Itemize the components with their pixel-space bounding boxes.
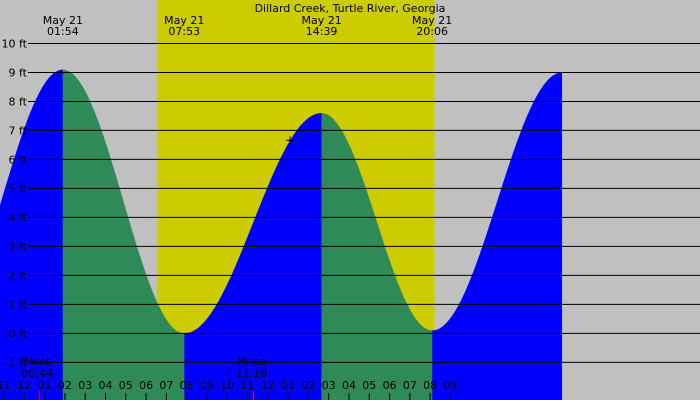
moon-event-label: Mset: [24, 355, 51, 368]
moon-event-time: 11:18: [236, 367, 268, 380]
x-tick-label: 09: [200, 379, 214, 392]
x-tick-label: 05: [119, 379, 133, 392]
rising-tide-segment: [184, 113, 322, 400]
extreme-date-label: May 21: [164, 14, 204, 27]
x-axis-ticks: 11 12 01 02 03 04 05 06 07 08 09 10 11 12 01 02 03 04 05 06…: [0, 379, 457, 400]
y-axis-labels: 10 ft 9 ft 8 ft 7 ft 6 ft 5 ft 4 ft 3 ft 2 ft 1 f…: [2, 37, 28, 369]
y-tick-label: 6 ft: [9, 153, 28, 166]
x-tick-label: 10: [220, 379, 234, 392]
x-tick-label: 02: [301, 379, 315, 392]
x-tick-label: 05: [362, 379, 376, 392]
current-time-crosshair: [286, 136, 295, 145]
x-tick-label: 12: [261, 379, 275, 392]
extreme-date-label: May 21: [43, 14, 83, 27]
x-tick-label: 06: [139, 379, 153, 392]
current-time-marker: [286, 136, 295, 145]
rising-tide-segment: [0, 69, 63, 400]
rising-tide-segment: [432, 72, 563, 400]
x-tick-label: 08: [423, 379, 437, 392]
extreme-time-label: 20:06: [416, 25, 448, 38]
y-tick-label: 10 ft: [2, 37, 28, 50]
extreme-time-label: 07:53: [168, 25, 200, 38]
extreme-time-label: 01:54: [47, 25, 79, 38]
falling-tide-segment: [321, 113, 433, 400]
extreme-date-label: May 21: [301, 14, 341, 27]
chart-title: Dillard Creek, Turtle River, Georgia: [255, 2, 446, 15]
y-tick-label: 4 ft: [9, 211, 28, 224]
x-tick-label: 09: [443, 379, 457, 392]
y-tick-label: 2 ft: [9, 269, 28, 282]
x-tick-label: 08: [180, 379, 194, 392]
y-tick-label: 1 ft: [9, 298, 28, 311]
tide-area: [0, 69, 563, 400]
x-tick-label: 01: [38, 379, 52, 392]
x-tick-label: 04: [99, 379, 113, 392]
x-tick-label: 12: [17, 379, 31, 392]
x-tick-label: 07: [403, 379, 417, 392]
gridlines: [28, 42, 700, 363]
extreme-date-label: May 21: [412, 14, 452, 27]
y-tick-label: 5 ft: [9, 182, 28, 195]
x-tick-label: 06: [383, 379, 397, 392]
y-tick-label: 0 ft: [9, 327, 28, 340]
y-tick-label: 3 ft: [9, 240, 28, 253]
falling-tide-segment: [62, 69, 185, 400]
x-tick-label: 01: [281, 379, 295, 392]
moon-event-time: 00:44: [21, 367, 53, 380]
x-tick-label: 02: [58, 379, 72, 392]
y-tick-label: -1 ft: [5, 356, 28, 369]
y-tick-label: 9 ft: [9, 66, 28, 79]
x-tick-label: 03: [322, 379, 336, 392]
x-tick-label: 03: [78, 379, 92, 392]
extreme-time-label: 14:39: [306, 25, 338, 38]
x-tick-label: 11: [241, 379, 255, 392]
x-tick-label: 11: [0, 379, 11, 392]
moon-event-label: Mrise: [237, 355, 267, 368]
y-tick-label: 8 ft: [9, 95, 28, 108]
y-tick-label: 7 ft: [9, 124, 28, 137]
x-tick-label: 07: [159, 379, 173, 392]
x-tick-label: 04: [342, 379, 356, 392]
